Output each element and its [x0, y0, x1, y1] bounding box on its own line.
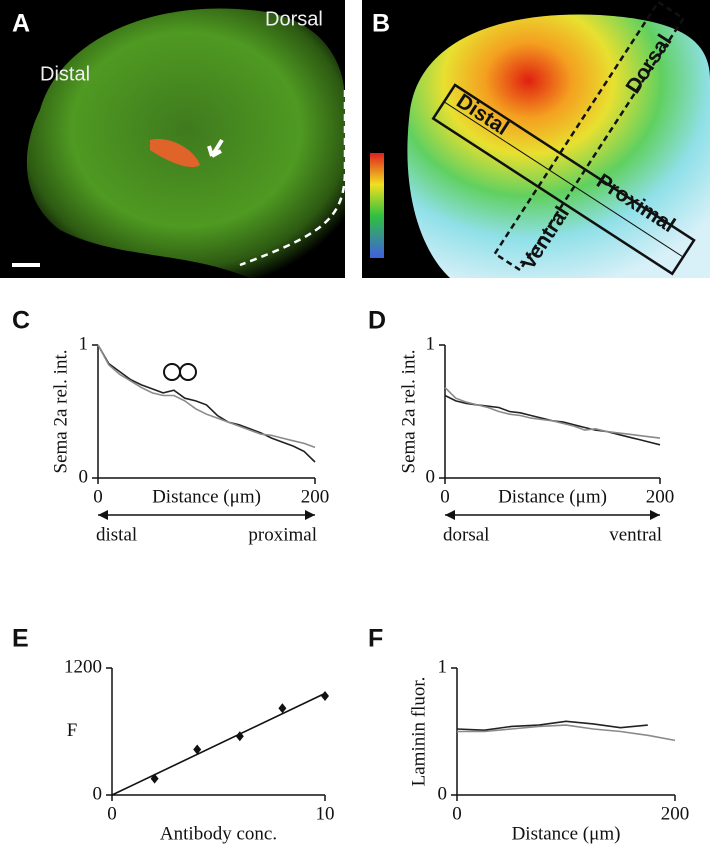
- point: [193, 744, 202, 755]
- x-tick-label: 200: [301, 486, 330, 507]
- panel-label: F: [368, 625, 383, 653]
- x-tick-label: 0: [107, 803, 117, 824]
- point: [150, 773, 159, 784]
- y-tick-label: 1: [426, 333, 436, 354]
- x-tick-label: 0: [452, 803, 462, 824]
- panel-label: A: [12, 10, 30, 38]
- image-a: A Dorsal Distal: [0, 0, 347, 278]
- x-tick-label: 0: [93, 486, 103, 507]
- y-axis-label: Laminin fluor.: [408, 677, 429, 787]
- series-line: [97, 344, 316, 449]
- series-line: [457, 724, 676, 742]
- series-line: [456, 720, 648, 732]
- x-tick-label: 10: [316, 803, 335, 824]
- y-tick-label: 0: [79, 466, 89, 487]
- series-line: [97, 344, 316, 463]
- y-tick-label: 1: [79, 333, 89, 354]
- x-axis-label: Distance (μm): [512, 823, 621, 844]
- y-tick-label: 0: [426, 466, 436, 487]
- x-tick-label: 200: [646, 486, 675, 507]
- x-axis-label: Antibody conc.: [160, 823, 277, 844]
- x-tick-label: 0: [440, 486, 450, 507]
- image-label: Dorsal: [265, 8, 323, 30]
- arrow-label: distal: [96, 524, 137, 545]
- series-line: [444, 387, 661, 439]
- y-tick-label: 1200: [64, 656, 102, 677]
- image-b: B Distal Proximal Dorsal Ventral: [362, 0, 710, 278]
- x-tick-label: 200: [661, 803, 690, 824]
- panel-label: E: [12, 625, 29, 653]
- point: [321, 691, 329, 702]
- point: [235, 731, 244, 742]
- panel-label: B: [372, 10, 390, 38]
- x-axis-label: Distance (μm): [152, 486, 261, 507]
- y-axis-label: F: [67, 720, 78, 741]
- arrow-label: ventral: [609, 524, 662, 545]
- y-axis-label: Sema 2a rel. int.: [398, 350, 419, 474]
- image-label: Distal: [40, 63, 90, 85]
- arrow-label: proximal: [248, 524, 317, 545]
- symbol: [163, 363, 197, 381]
- y-tick-label: 1: [438, 656, 448, 677]
- y-tick-label: 0: [93, 783, 103, 804]
- point: [278, 703, 287, 714]
- y-tick-label: 0: [438, 783, 448, 804]
- panel-label: D: [368, 307, 386, 335]
- y-axis-label: Sema 2a rel. int.: [50, 350, 71, 474]
- x-axis-label: Distance (μm): [498, 486, 607, 507]
- panel-label: C: [12, 307, 30, 335]
- arrow-label: dorsal: [443, 524, 489, 545]
- fit-line: [111, 692, 326, 796]
